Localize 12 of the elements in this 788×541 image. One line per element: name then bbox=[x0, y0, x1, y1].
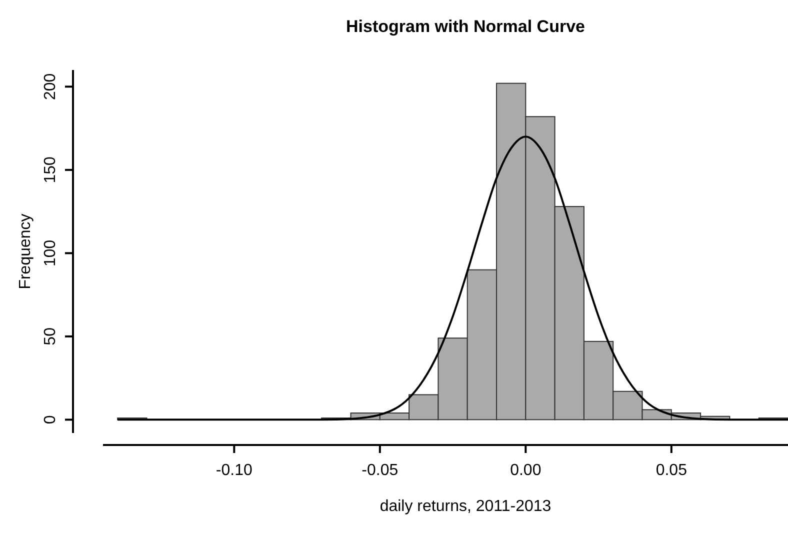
x-axis-title: daily returns, 2011-2013 bbox=[380, 498, 552, 515]
x-tick-label: -0.10 bbox=[216, 462, 253, 479]
x-tick-label: 0.05 bbox=[656, 462, 688, 479]
y-axis-title: Frequency bbox=[17, 214, 34, 290]
y-tick-label: 150 bbox=[42, 156, 59, 184]
x-tick-label: -0.05 bbox=[362, 462, 398, 479]
y-tick-label: 50 bbox=[42, 327, 59, 346]
y-tick-label: 100 bbox=[42, 240, 59, 267]
x-tick-label: 0.00 bbox=[510, 462, 542, 479]
y-tick-label: 200 bbox=[42, 73, 59, 100]
chart-title: Histogram with Normal Curve bbox=[346, 17, 585, 36]
y-tick-label: 0 bbox=[42, 415, 59, 424]
